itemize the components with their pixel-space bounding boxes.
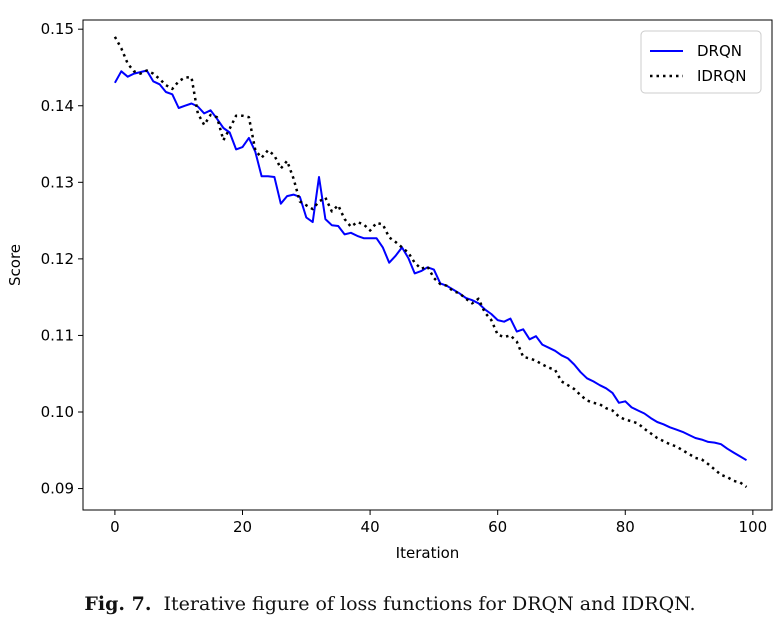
figure-caption: Fig. 7. Iterative figure of loss functio… (0, 593, 780, 615)
y-tick-label: 0.13 (41, 173, 74, 191)
x-tick-label: 100 (739, 518, 768, 536)
figure-caption-label: Fig. 7. (84, 593, 152, 615)
y-tick-label: 0.15 (41, 20, 74, 38)
y-tick-label: 0.11 (41, 326, 74, 344)
plot-area: 0 20 40 60 80 100 0.09 0.10 0.11 0.12 0.13 0.14 0.15… (6, 19, 773, 562)
x-tick-label: 60 (488, 518, 507, 536)
legend-label-drqn: DRQN (697, 42, 742, 60)
y-tick-label: 0.14 (41, 97, 74, 115)
x-tick-label: 20 (233, 518, 252, 536)
y-axis-label: Score (6, 244, 24, 286)
y-tick-label: 0.09 (41, 480, 74, 498)
y-tick-label: 0.10 (41, 403, 74, 421)
legend-box (640, 30, 762, 94)
series-line-idrqn (113, 36, 748, 489)
series-line-drqn (114, 69, 748, 462)
x-tick-label: 0 (110, 518, 120, 536)
legend-label-idrqn: IDRQN (697, 67, 746, 85)
y-tick-label: 0.12 (41, 250, 74, 268)
plot-frame (82, 19, 773, 511)
x-tick-label: 40 (361, 518, 380, 536)
x-axis-label: Iteration (396, 544, 460, 562)
x-tick-label: 80 (616, 518, 635, 536)
figure-caption-text: Iterative figure of loss functions for D… (163, 593, 696, 615)
